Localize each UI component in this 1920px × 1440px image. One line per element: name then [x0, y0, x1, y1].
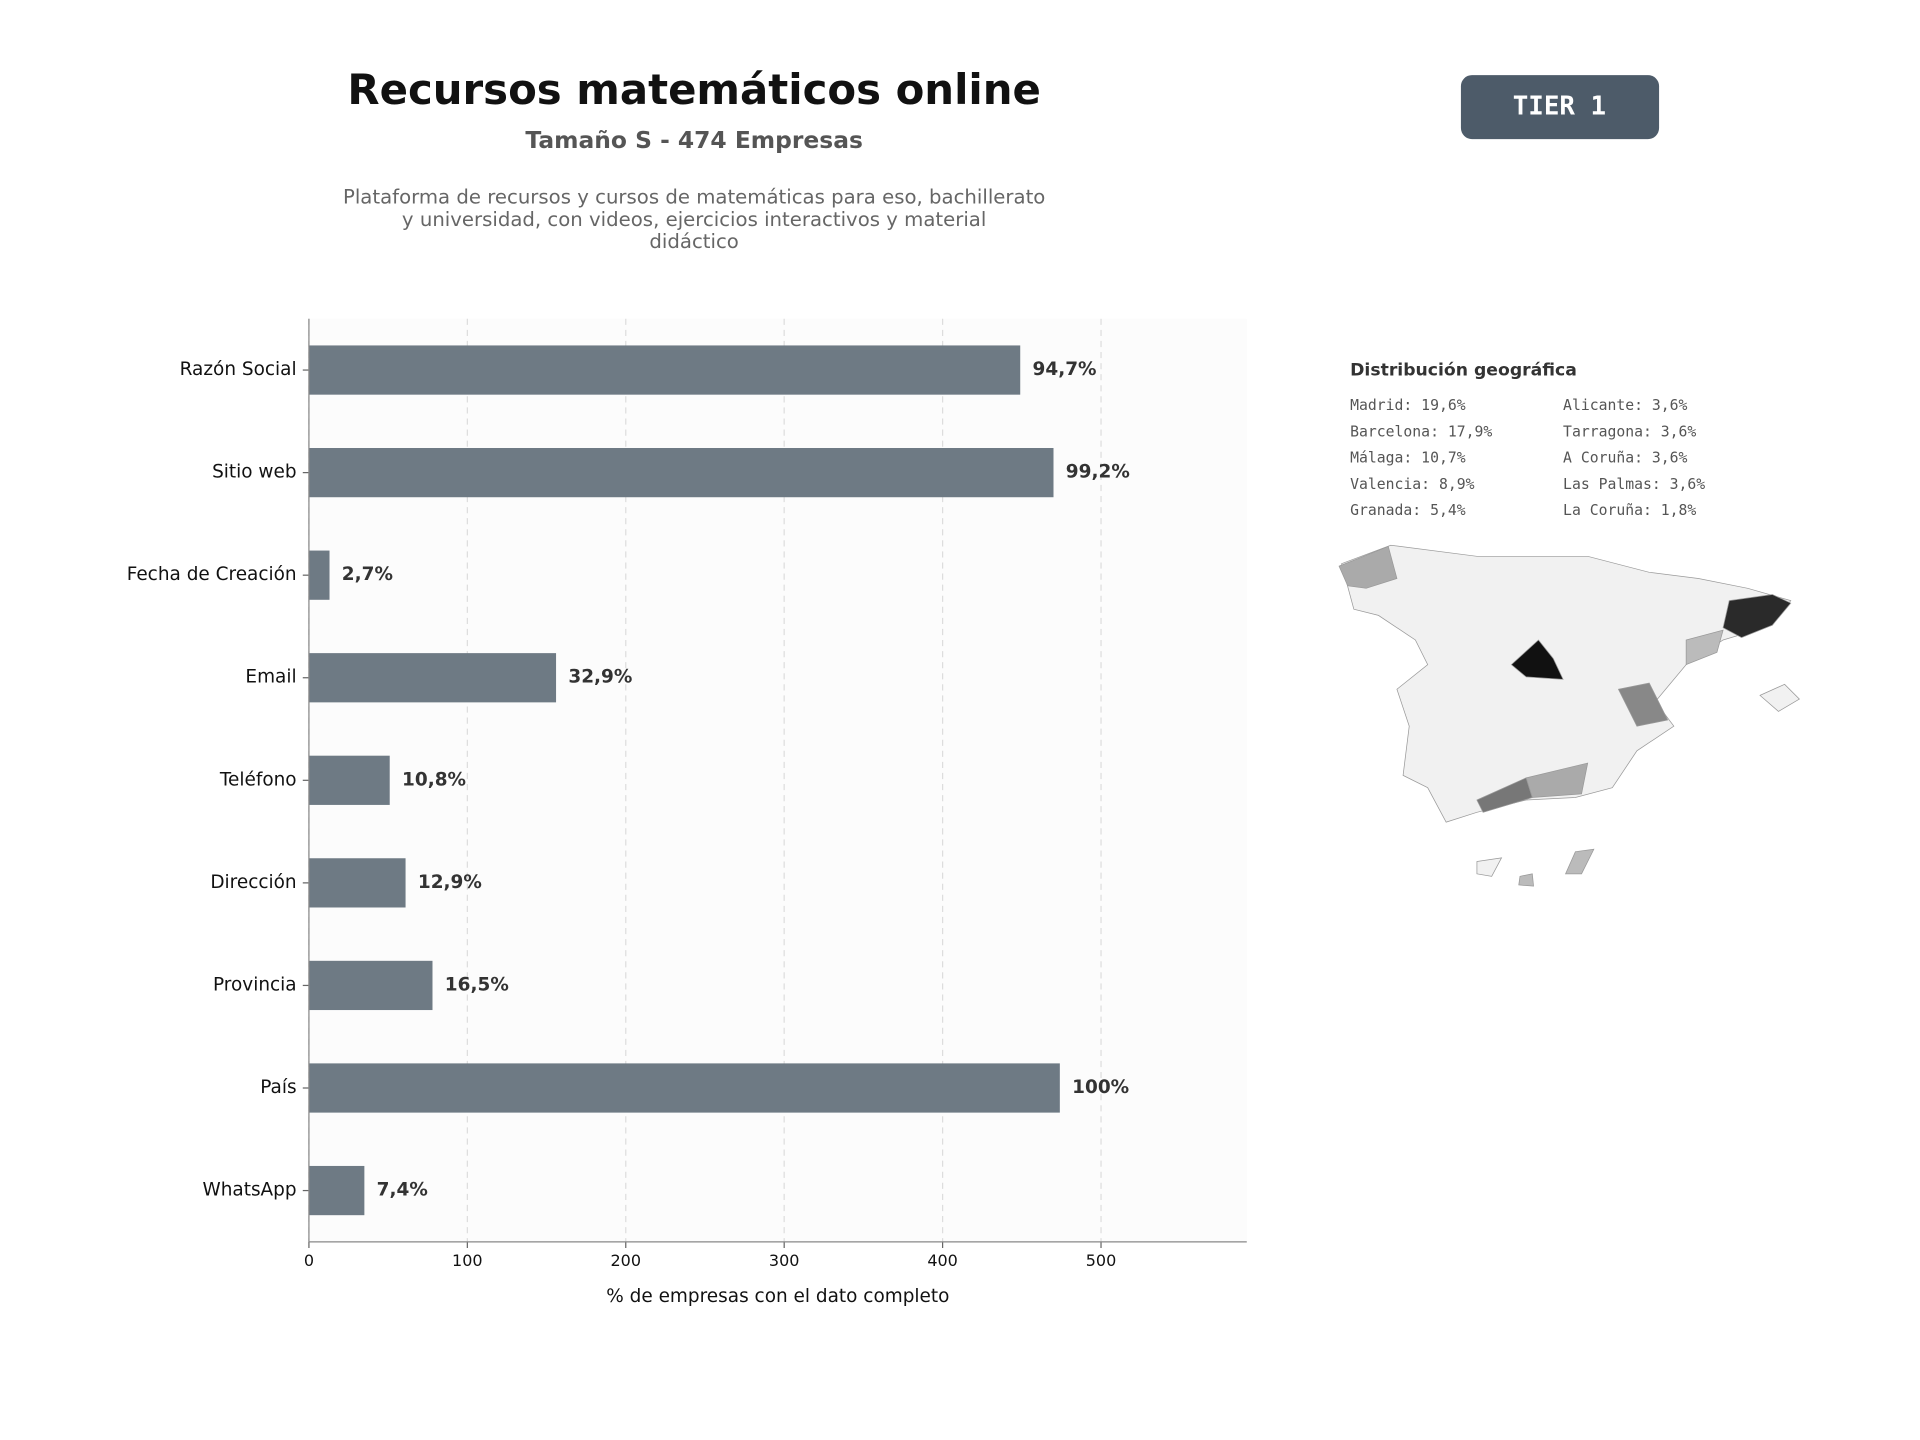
x-tick-label: 0	[304, 1251, 314, 1270]
y-tick-label: Sitio web	[212, 462, 297, 483]
geo-item: Granada: 5,4%	[1350, 502, 1466, 519]
geo-item: Las Palmas: 3,6%	[1563, 476, 1705, 493]
y-tick-label: WhatsApp	[202, 1180, 296, 1201]
y-tick-label: Dirección	[210, 872, 296, 893]
x-tick-label: 500	[1086, 1251, 1117, 1270]
bar	[308, 653, 557, 703]
bar	[308, 345, 1021, 395]
badge	[1460, 75, 1660, 140]
y-tick-label: País	[260, 1077, 296, 1098]
title: Recursos matemáticos online	[347, 65, 1041, 114]
y-tick-label: Fecha de Creación	[127, 564, 297, 585]
x-tick-label: 100	[452, 1251, 483, 1270]
geo-title: Distribución geográfica	[1350, 360, 1577, 380]
plot: 0 100 200 300 400 500 Razón Social 94,7% Sitio w…	[127, 318, 1247, 1307]
geo-list: Madrid: 19,6% Barcelona: 17,9% Málaga: 10,…	[1350, 397, 1705, 519]
description: y universidad, con videos, ejercicios in…	[402, 208, 986, 231]
geo-item: A Coruña: 3,6%	[1563, 450, 1687, 467]
value-label: 2,7%	[342, 564, 393, 585]
bar	[308, 960, 433, 1011]
value-label: 12,9%	[418, 872, 482, 893]
value-label: 94,7%	[1033, 359, 1097, 380]
geo-item: Málaga: 10,7%	[1350, 450, 1466, 467]
x-tick-label: 300	[769, 1251, 800, 1270]
y-tick-label: Razón Social	[180, 359, 297, 380]
value-label: 7,4%	[377, 1180, 428, 1201]
x-axis-label: % de empresas con el dato completo	[606, 1286, 949, 1307]
value-label: 100%	[1072, 1077, 1129, 1098]
geo-item: Tarragona: 3,6%	[1563, 423, 1696, 440]
description: Plataforma de recursos y cursos de matem…	[343, 186, 1045, 209]
bar	[308, 755, 390, 805]
bar	[308, 1063, 1060, 1113]
x-tick-label: 200	[610, 1251, 641, 1270]
geo-item: Madrid: 19,6%	[1350, 397, 1466, 414]
geo-item: Alicante: 3,6%	[1563, 397, 1687, 414]
geo-item: La Coruña: 1,8%	[1563, 502, 1696, 519]
value-label: 32,9%	[568, 667, 632, 688]
geo-item: Barcelona: 17,9%	[1350, 423, 1492, 440]
bar	[308, 550, 330, 600]
x-tick-label: 400	[927, 1251, 958, 1270]
geo-item: Valencia: 8,9%	[1350, 476, 1474, 493]
y-tick-label: Email	[245, 667, 296, 688]
bar	[308, 858, 406, 908]
y-tick-label: Teléfono	[219, 769, 297, 790]
map	[1338, 544, 1800, 887]
value-label: 10,8%	[402, 769, 466, 790]
bar	[308, 448, 1054, 498]
description: didáctico	[649, 230, 738, 253]
subtitle: Tamaño S - 474 Empresas	[525, 126, 862, 154]
bar	[308, 1165, 365, 1216]
y-tick-label: Provincia	[213, 974, 297, 995]
badge-text: TIER 1	[1513, 92, 1606, 122]
value-label: 16,5%	[445, 974, 509, 995]
value-label: 99,2%	[1066, 462, 1130, 483]
